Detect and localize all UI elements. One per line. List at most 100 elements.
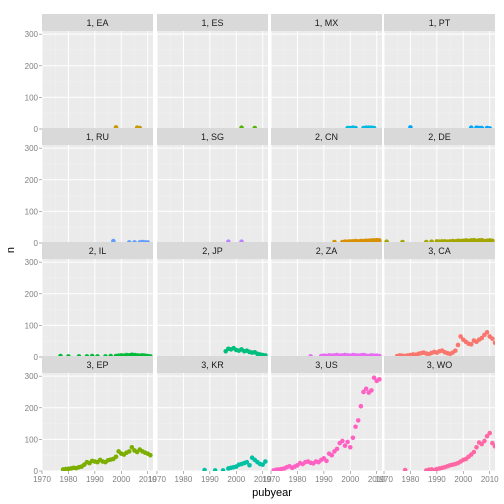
facet-strip: [157, 242, 268, 259]
data-point: [479, 441, 485, 447]
panel-background: [384, 31, 495, 129]
data-point: [484, 433, 490, 439]
y-tick-label: 200: [25, 404, 39, 413]
data-point: [247, 463, 252, 468]
panel-background: [271, 259, 382, 357]
x-tick-label: 2010: [481, 475, 499, 484]
data-points: [402, 430, 495, 471]
facet-strip: [271, 242, 382, 259]
facet-panel: 2, JP: [156, 242, 268, 358]
facet-strip-label: 3, CA: [428, 246, 451, 256]
x-tick-label: 2000: [112, 475, 130, 484]
panel-background: [42, 31, 153, 129]
facet-strip-label: 2, CN: [315, 132, 338, 142]
data-point: [482, 438, 487, 444]
data-points: [384, 237, 495, 243]
x-tick-label: 2010: [368, 475, 386, 484]
data-point: [113, 454, 119, 460]
facet-strip: [384, 128, 495, 145]
facet-strip: [42, 14, 153, 31]
facet-panel: 1, RU 0 100 200 300: [25, 128, 153, 248]
y-tick-label: 300: [25, 372, 39, 381]
x-tick-label: 1990: [428, 475, 446, 484]
data-point: [487, 430, 493, 436]
x-tick-label: 2000: [341, 475, 359, 484]
x-tick-label: 1980: [60, 475, 78, 484]
facet-strip: [271, 356, 382, 373]
facet-panel: 1, PT: [383, 14, 495, 130]
y-tick-label: 100: [25, 93, 39, 102]
panel-background: [271, 145, 382, 243]
x-tick-label: 2000: [454, 475, 472, 484]
y-tick-label: 200: [25, 290, 39, 299]
panel-background: [157, 31, 268, 129]
x-tick-label: 1970: [148, 475, 166, 484]
data-point: [490, 440, 495, 446]
facet-panel: 2, IL 0 100 200 300: [25, 242, 153, 362]
data-point: [353, 424, 358, 430]
data-point: [377, 238, 382, 243]
x-tick-label: 1990: [201, 475, 219, 484]
x-tick-label: 1970: [262, 475, 280, 484]
y-tick-label: 0: [34, 467, 39, 476]
x-tick-label: 2010: [139, 475, 157, 484]
x-axis-title: pubyear: [252, 487, 292, 499]
x-tick-label: 1980: [175, 475, 193, 484]
facet-panel: 3, EP 0 100 200 300 1970 1980 1990 2000 2010: [25, 356, 157, 484]
x-tick-label: 2000: [227, 475, 245, 484]
data-point: [363, 386, 369, 392]
facet-strip: [271, 14, 382, 31]
data-point: [148, 452, 153, 458]
facet-strip-label: 3, EP: [86, 360, 108, 370]
facet-strip-label: 3, US: [315, 360, 338, 370]
facet-strip-label: 2, IL: [89, 246, 107, 256]
data-point: [347, 444, 353, 450]
data-points: [223, 345, 268, 357]
panel-background: [271, 31, 382, 129]
data-point: [402, 467, 408, 471]
data-point: [342, 443, 348, 449]
facet-panel: 1, EA 0 100 200 300: [25, 14, 153, 134]
panel-background: [42, 259, 153, 357]
data-point: [212, 468, 218, 471]
y-tick-label: 0: [34, 125, 39, 134]
data-point: [129, 444, 135, 450]
y-tick-label: 200: [25, 62, 39, 71]
data-point: [263, 459, 268, 464]
y-tick-label: 300: [25, 30, 39, 39]
data-point: [111, 238, 116, 243]
x-tick-label: 1980: [402, 475, 420, 484]
data-point: [126, 449, 132, 454]
data-point: [468, 342, 474, 347]
data-point: [492, 340, 495, 346]
data-point: [355, 418, 361, 423]
x-tick-label: 1990: [86, 475, 104, 484]
data-point: [334, 446, 340, 452]
facet-strip: [42, 242, 153, 259]
data-point: [490, 336, 495, 341]
panel-background: [384, 373, 495, 471]
y-tick-label: 300: [25, 144, 39, 153]
facet-strip-label: 2, DE: [428, 132, 451, 142]
data-point: [455, 342, 461, 348]
panel-background: [42, 145, 153, 243]
panel-background: [384, 145, 495, 243]
facet-strip: [157, 128, 268, 145]
data-point: [479, 335, 485, 341]
data-point: [484, 330, 490, 335]
facet-strip-label: 2, JP: [202, 246, 223, 256]
panel-background: [42, 373, 153, 471]
x-tick-label: 2010: [254, 475, 272, 484]
data-point: [358, 403, 364, 409]
facet-strip: [157, 356, 268, 373]
facet-panel: 3, US 1970 1980 1990 2000 2010: [262, 356, 386, 484]
data-points: [60, 444, 153, 471]
data-point: [369, 388, 374, 393]
facet-panel: 3, KR 1970 1980 1990 2000 2010: [148, 356, 272, 484]
data-point: [458, 334, 463, 339]
data-point: [220, 468, 226, 471]
facet-strip-label: 3, WO: [427, 360, 453, 370]
y-axis-title: n: [5, 247, 17, 253]
facet-panel: 1, MX: [270, 14, 382, 130]
